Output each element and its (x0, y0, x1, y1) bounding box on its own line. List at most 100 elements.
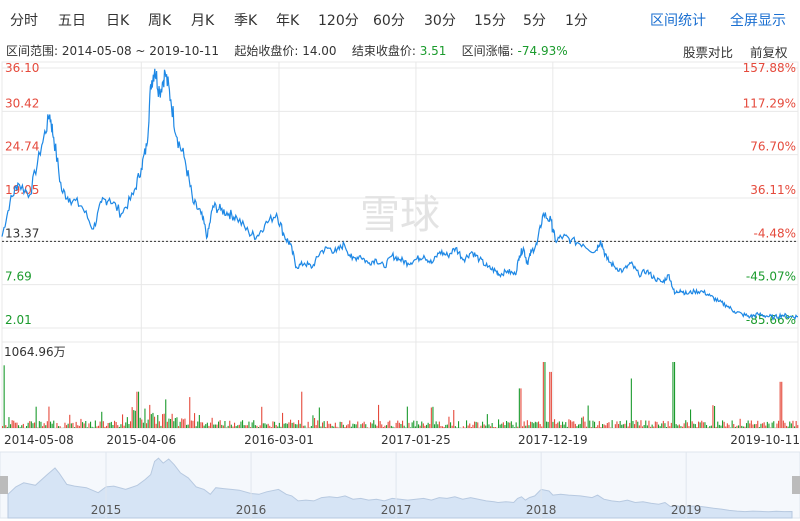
price-line (1, 68, 798, 322)
volume-bar (310, 426, 312, 428)
volume-bar (309, 427, 311, 428)
volume-bar (792, 420, 794, 428)
volume-bar (141, 419, 143, 428)
volume-bar (382, 427, 384, 428)
volume-bar (218, 421, 220, 428)
volume-bar (261, 406, 263, 428)
volume-bar (571, 421, 573, 428)
volume-bar (709, 426, 711, 428)
volume-bar (490, 426, 492, 428)
tab-yearly-k[interactable]: 年K (276, 13, 300, 29)
tab-five-day[interactable]: 五日 (58, 13, 86, 29)
volume-bar (421, 421, 423, 428)
start-price-value: 14.00 (302, 44, 337, 58)
volume-bar (450, 422, 452, 428)
range-stats-link[interactable]: 区间统计 (650, 13, 706, 29)
tab-1min[interactable]: 1分 (565, 13, 588, 29)
adjust-mode-dropdown[interactable]: 前复权 (750, 45, 788, 60)
volume-bar (480, 425, 482, 428)
volume-bar (227, 425, 229, 428)
volume-bar (698, 421, 700, 428)
volume-bar (234, 422, 236, 428)
volume-bar (280, 426, 282, 428)
x-tick-label: 2017-01-25 (381, 433, 451, 447)
compare-stock-button[interactable]: 股票对比 (683, 45, 734, 60)
volume-bar (59, 426, 61, 428)
tab-monthly-k[interactable]: 月K (191, 13, 215, 29)
volume-bar (221, 424, 223, 428)
volume-bar (126, 417, 128, 428)
volume-bar (581, 417, 583, 428)
volume-bar (680, 426, 682, 428)
volume-bar (606, 423, 608, 428)
volume-bar (80, 418, 82, 428)
tab-30min[interactable]: 30分 (424, 13, 456, 29)
volume-bar (314, 418, 316, 428)
tab-quarterly-k[interactable]: 季K (234, 13, 258, 29)
volume-bar (442, 426, 444, 428)
volume-bar (595, 427, 597, 428)
volume-bar (782, 420, 784, 428)
price-tick-label: 2.01 (5, 313, 32, 327)
volume-bar (486, 414, 488, 428)
volume-bar (765, 425, 767, 428)
volume-bar (115, 422, 117, 428)
volume-bar (778, 420, 780, 428)
volume-bar (747, 420, 749, 428)
volume-bar (646, 425, 648, 428)
volume-bar (208, 425, 210, 428)
volume-bar (438, 421, 440, 428)
start-price-label: 起始收盘价: (234, 44, 299, 58)
volume-bar (790, 423, 792, 428)
volume-bar (621, 424, 623, 428)
volume-bar (34, 422, 36, 428)
volume-bar (104, 426, 106, 428)
volume-bar (552, 421, 554, 428)
volume-bar (26, 426, 28, 428)
volume-bar (195, 426, 197, 428)
volume-bar (110, 421, 112, 428)
pct-tick-label: 36.11% (750, 183, 796, 197)
volume-bar (349, 420, 351, 428)
fullscreen-link[interactable]: 全屏显示 (730, 13, 786, 29)
volume-bar (712, 405, 714, 428)
volume-bar (320, 426, 322, 428)
volume-bar (701, 420, 703, 428)
volume-bar (600, 427, 602, 428)
tab-weekly-k[interactable]: 周K (148, 13, 172, 29)
volume-bar (435, 421, 437, 428)
volume-bar (696, 427, 698, 428)
tab-60min[interactable]: 60分 (373, 13, 405, 29)
navigator-year-label: 2019 (671, 503, 702, 517)
tab-daily-k[interactable]: 日K (106, 13, 130, 29)
volume-bar (731, 420, 733, 428)
volume-bar (202, 422, 204, 428)
volume-bar (704, 422, 706, 428)
navigator-year-label: 2015 (91, 503, 122, 517)
volume-bar (530, 421, 532, 428)
volume-bar (106, 425, 108, 428)
volume-bar (758, 427, 760, 428)
volume-bar (299, 423, 301, 428)
volume-bar (488, 424, 490, 428)
tab-5min[interactable]: 5分 (523, 13, 546, 29)
tab-intraday[interactable]: 分时 (10, 13, 38, 29)
volume-bar (144, 408, 146, 428)
volume-bar (749, 423, 751, 428)
volume-bar (419, 425, 421, 428)
tab-120min[interactable]: 120分 (318, 13, 359, 29)
volume-bar (114, 420, 116, 428)
navigator-year-label: 2018 (526, 503, 557, 517)
volume-bar (19, 427, 21, 428)
volume-bar (514, 427, 516, 428)
tab-15min[interactable]: 15分 (474, 13, 506, 29)
pct-tick-label: -4.48% (754, 226, 796, 240)
volume-bar (38, 421, 40, 428)
volume-bar (707, 427, 709, 428)
volume-bar (78, 425, 80, 428)
volume-bar (16, 422, 18, 428)
volume-bar (693, 423, 695, 428)
volume-bar (254, 425, 256, 428)
volume-bar (614, 424, 616, 428)
volume-bar (624, 423, 626, 428)
